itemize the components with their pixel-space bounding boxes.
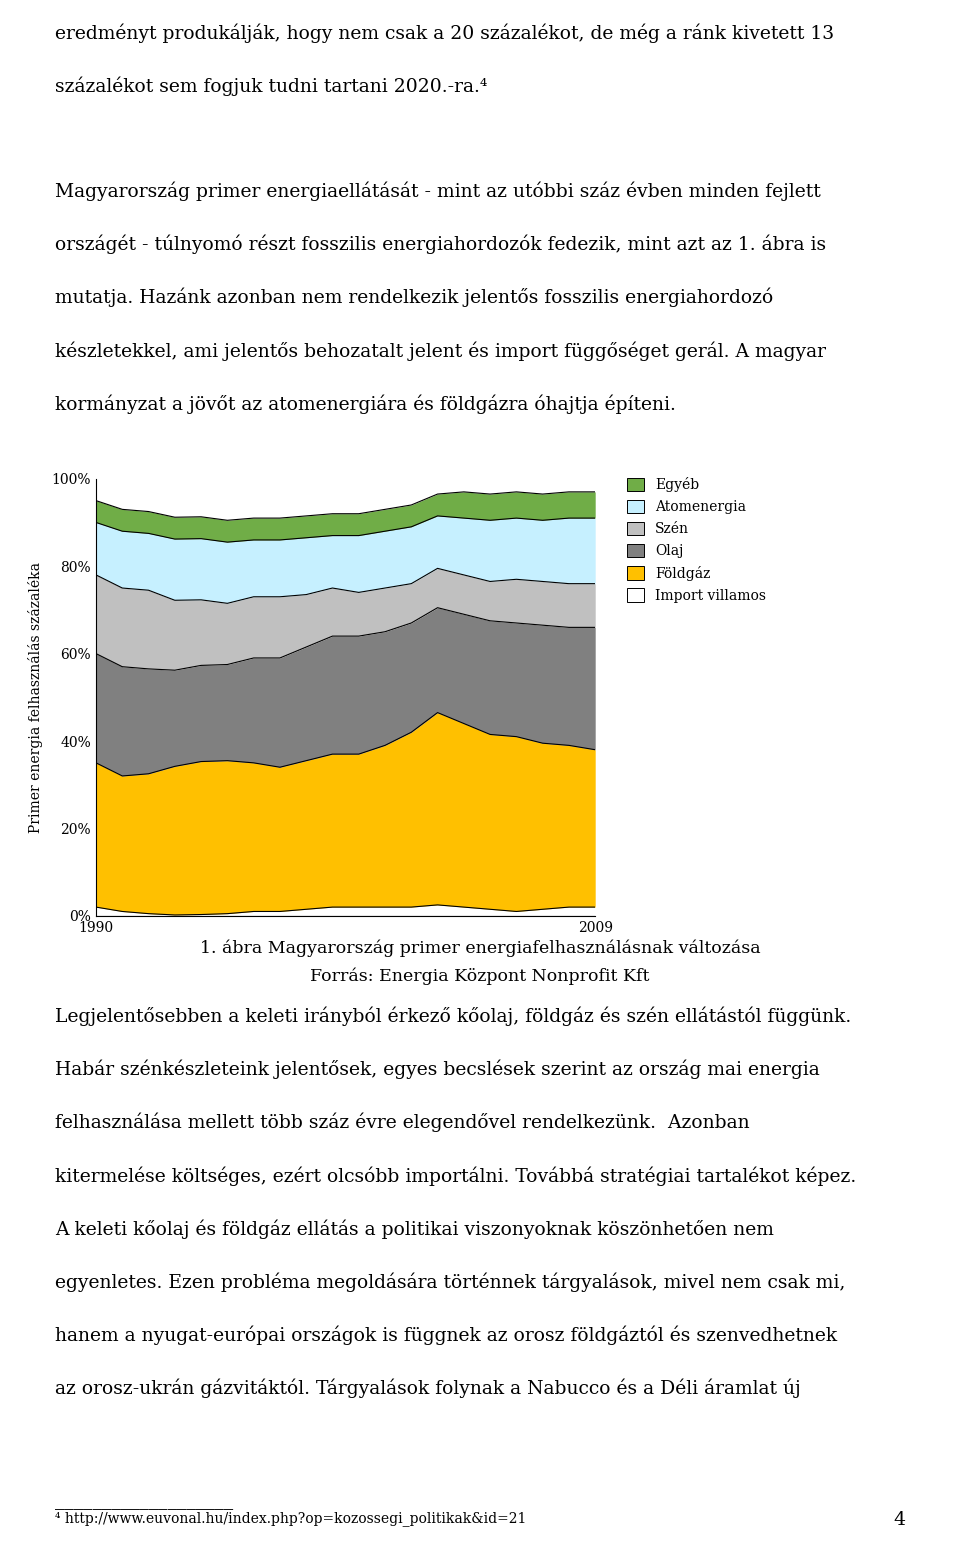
Text: Legjelentősebben a keleti irányból érkező kőolaj, földgáz és szén ellátástól füg: Legjelentősebben a keleti irányból érkez… [55, 1007, 851, 1026]
Text: egyenletes. Ezen probléma megoldására történnek tárgyalások, mivel nem csak mi,: egyenletes. Ezen probléma megoldására tö… [55, 1272, 845, 1293]
Text: Forrás: Energia Központ Nonprofit Kft: Forrás: Energia Központ Nonprofit Kft [310, 968, 650, 985]
Text: hanem a nyugat-európai országok is függnek az orosz földgáztól és szenvedhetnek: hanem a nyugat-európai országok is függn… [55, 1325, 837, 1346]
Text: ___________________: ___________________ [55, 1492, 233, 1511]
Y-axis label: Primer energia felhasználás százaléka: Primer energia felhasználás százaléka [28, 562, 43, 834]
Text: Habár szénkészleteink jelentősek, egyes becslések szerint az ország mai energia: Habár szénkészleteink jelentősek, egyes … [55, 1060, 820, 1079]
Text: A keleti kőolaj és földgáz ellátás a politikai viszonyoknak köszönhetően nem: A keleti kőolaj és földgáz ellátás a pol… [55, 1219, 774, 1239]
Text: felhasználása mellett több száz évre elegendővel rendelkezünk.  Azonban: felhasználása mellett több száz évre ele… [55, 1113, 750, 1132]
Text: kormányzat a jövőt az atomenergiára és földgázra óhajtja építeni.: kormányzat a jövőt az atomenergiára és f… [55, 395, 676, 414]
Text: 4: 4 [893, 1511, 905, 1530]
Text: 1. ábra Magyarország primer energiafelhasználásnak változása: 1. ábra Magyarország primer energiafelha… [200, 940, 760, 957]
Text: ⁴ http://www.euvonal.hu/index.php?op=kozossegi_politikak&id=21: ⁴ http://www.euvonal.hu/index.php?op=koz… [55, 1511, 526, 1527]
Text: kitermelése költséges, ezért olcsóbb importálni. Továbbá stratégiai tartalékot k: kitermelése költséges, ezért olcsóbb imp… [55, 1166, 856, 1185]
Text: készletekkel, ami jelentős behozatalt jelent és import függőséget gerál. A magya: készletekkel, ami jelentős behozatalt je… [55, 342, 826, 361]
Legend: Egyéb, Atomenergia, Szén, Olaj, Földgáz, Import villamos: Egyéb, Atomenergia, Szén, Olaj, Földgáz,… [627, 478, 766, 603]
Text: országét - túlnyomó részt fosszilis energiahordozók fedezik, mint azt az 1. ábra: országét - túlnyomó részt fosszilis ener… [55, 234, 826, 254]
Text: az orosz-ukrán gázvitáktól. Tárgyalások folynak a Nabucco és a Déli áramlat új: az orosz-ukrán gázvitáktól. Tárgyalások … [55, 1378, 801, 1399]
Text: százalékot sem fogjuk tudni tartani 2020.-ra.⁴: százalékot sem fogjuk tudni tartani 2020… [55, 76, 487, 97]
Text: Magyarország primer energiaellátását - mint az utóbbi száz évben minden fejlett: Magyarország primer energiaellátását - m… [55, 181, 821, 201]
Text: mutatja. Hazánk azonban nem rendelkezik jelentős fosszilis energiahordozó: mutatja. Hazánk azonban nem rendelkezik … [55, 287, 773, 308]
Text: eredményt produkálják, hogy nem csak a 20 százalékot, de még a ránk kivetett 13: eredményt produkálják, hogy nem csak a 2… [55, 23, 834, 42]
